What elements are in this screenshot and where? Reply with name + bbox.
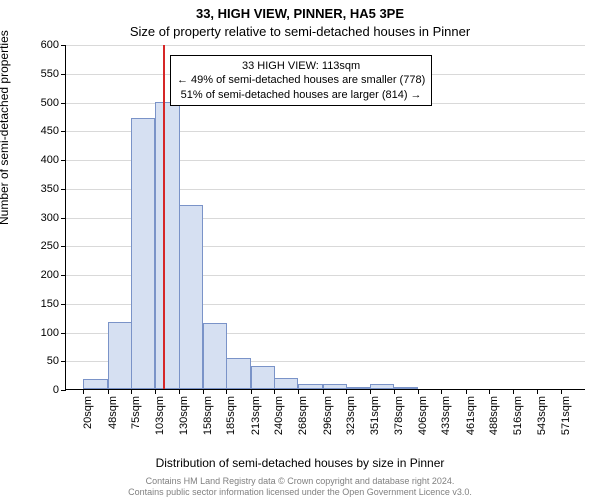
y-tick-label: 450 xyxy=(41,125,59,137)
x-tick-label: 488sqm xyxy=(488,396,500,435)
marker-line xyxy=(163,45,165,389)
y-tick-mark xyxy=(61,74,66,75)
histogram-bar xyxy=(274,378,298,390)
chart-title-main: 33, HIGH VIEW, PINNER, HA5 3PE xyxy=(0,6,600,21)
y-tick-label: 500 xyxy=(41,97,59,109)
x-tick-mark xyxy=(298,389,299,394)
x-tick-label: 268sqm xyxy=(297,396,309,435)
x-tick-label: 378sqm xyxy=(393,396,405,435)
histogram-bar xyxy=(298,384,322,389)
histogram-bar xyxy=(203,323,227,389)
x-tick-label: 20sqm xyxy=(82,396,94,429)
x-tick-mark xyxy=(466,389,467,394)
x-tick-mark xyxy=(537,389,538,394)
y-tick-mark xyxy=(61,103,66,104)
footer-line-2: Contains public sector information licen… xyxy=(0,487,600,498)
x-tick-mark xyxy=(441,389,442,394)
x-tick-label: 240sqm xyxy=(273,396,285,435)
annotation-box: 33 HIGH VIEW: 113sqm← 49% of semi-detach… xyxy=(170,55,432,106)
x-tick-mark xyxy=(108,389,109,394)
x-tick-label: 351sqm xyxy=(369,396,381,435)
y-tick-mark xyxy=(61,361,66,362)
x-tick-label: 461sqm xyxy=(465,396,477,435)
y-tick-mark xyxy=(61,189,66,190)
x-tick-mark xyxy=(346,389,347,394)
annotation-line: 33 HIGH VIEW: 113sqm xyxy=(177,59,425,73)
x-tick-mark xyxy=(274,389,275,394)
y-tick-mark xyxy=(61,333,66,334)
histogram-bar xyxy=(323,384,347,389)
x-tick-label: 571sqm xyxy=(560,396,572,435)
y-tick-mark xyxy=(61,131,66,132)
y-tick-label: 350 xyxy=(41,183,59,195)
x-tick-label: 158sqm xyxy=(202,396,214,435)
y-tick-mark xyxy=(61,160,66,161)
x-tick-mark xyxy=(131,389,132,394)
y-tick-mark xyxy=(61,304,66,305)
annotation-line: ← 49% of semi-detached houses are smalle… xyxy=(177,73,425,87)
y-axis-label: Number of semi-detached properties xyxy=(0,30,11,225)
x-tick-mark xyxy=(83,389,84,394)
chart-title-sub: Size of property relative to semi-detach… xyxy=(0,24,600,39)
x-tick-mark xyxy=(323,389,324,394)
x-tick-label: 75sqm xyxy=(130,396,142,429)
histogram-bar xyxy=(131,118,155,389)
histogram-bar xyxy=(226,358,250,389)
x-tick-mark xyxy=(561,389,562,394)
y-tick-mark xyxy=(61,45,66,46)
x-tick-label: 516sqm xyxy=(512,396,524,435)
x-tick-label: 406sqm xyxy=(417,396,429,435)
histogram-bar xyxy=(108,322,132,389)
histogram-bar xyxy=(155,102,179,390)
x-tick-mark xyxy=(251,389,252,394)
y-tick-label: 200 xyxy=(41,269,59,281)
y-tick-label: 0 xyxy=(53,384,59,396)
x-tick-label: 543sqm xyxy=(536,396,548,435)
y-tick-label: 50 xyxy=(47,355,59,367)
y-tick-mark xyxy=(61,390,66,391)
x-tick-label: 48sqm xyxy=(107,396,119,429)
chart-container: 33, HIGH VIEW, PINNER, HA5 3PE Size of p… xyxy=(0,0,600,500)
x-tick-mark xyxy=(489,389,490,394)
x-tick-label: 296sqm xyxy=(322,396,334,435)
x-tick-mark xyxy=(155,389,156,394)
footer-line-1: Contains HM Land Registry data © Crown c… xyxy=(0,476,600,487)
gridline xyxy=(66,45,585,46)
x-tick-mark xyxy=(179,389,180,394)
x-tick-mark xyxy=(203,389,204,394)
annotation-line: 51% of semi-detached houses are larger (… xyxy=(177,88,425,102)
x-axis-label: Distribution of semi-detached houses by … xyxy=(0,456,600,470)
y-tick-label: 600 xyxy=(41,39,59,51)
histogram-bar xyxy=(370,384,394,389)
x-tick-label: 103sqm xyxy=(154,396,166,435)
x-tick-mark xyxy=(418,389,419,394)
histogram-bar xyxy=(346,387,370,389)
plot-area: 33 HIGH VIEW: 113sqm← 49% of semi-detach… xyxy=(65,45,585,390)
histogram-bar xyxy=(179,205,203,389)
x-tick-label: 185sqm xyxy=(225,396,237,435)
x-tick-mark xyxy=(513,389,514,394)
y-tick-label: 100 xyxy=(41,327,59,339)
y-tick-mark xyxy=(61,246,66,247)
histogram-bar xyxy=(251,366,275,389)
y-tick-label: 300 xyxy=(41,212,59,224)
y-tick-label: 400 xyxy=(41,154,59,166)
x-tick-label: 433sqm xyxy=(440,396,452,435)
histogram-bar xyxy=(394,387,418,389)
y-tick-mark xyxy=(61,218,66,219)
footer-attribution: Contains HM Land Registry data © Crown c… xyxy=(0,476,600,499)
x-tick-mark xyxy=(370,389,371,394)
x-tick-mark xyxy=(226,389,227,394)
x-tick-mark xyxy=(394,389,395,394)
x-tick-label: 130sqm xyxy=(178,396,190,435)
plot-inner: 33 HIGH VIEW: 113sqm← 49% of semi-detach… xyxy=(65,45,585,390)
y-tick-label: 150 xyxy=(41,298,59,310)
histogram-bar xyxy=(83,379,107,389)
x-tick-label: 323sqm xyxy=(345,396,357,435)
y-tick-label: 550 xyxy=(41,68,59,80)
y-tick-label: 250 xyxy=(41,240,59,252)
y-tick-mark xyxy=(61,275,66,276)
x-tick-label: 213sqm xyxy=(250,396,262,435)
